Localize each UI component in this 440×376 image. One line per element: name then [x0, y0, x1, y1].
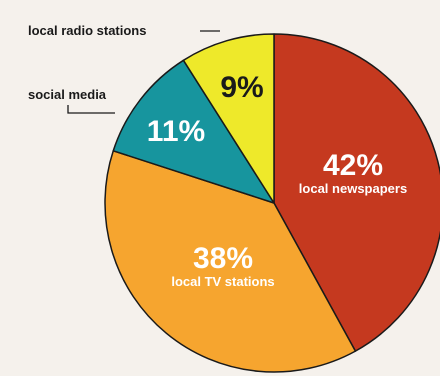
callout-line-social-media: [67, 105, 115, 114]
category-label-local-tv-stations: local TV stations: [171, 274, 274, 289]
slice-local-newspapers: [273, 33, 440, 352]
slice-social-media: [112, 59, 275, 204]
callout-label-social-media: social media: [28, 87, 107, 102]
slice-local-radio-stations: [182, 33, 275, 204]
pct-label-local-newspapers: 42%: [323, 149, 383, 182]
pie-slices: [104, 33, 440, 373]
pct-label-social-media: 11%: [147, 115, 205, 148]
pct-label-local-tv-stations: 38%: [193, 242, 253, 275]
category-label-local-newspapers: local newspapers: [299, 181, 407, 196]
slice-local-tv-stations: [104, 150, 357, 373]
pct-label-local-radio-stations: 9%: [220, 71, 263, 104]
pie-labels: 42%local newspapers 38%local TV stations 1…: [28, 23, 407, 289]
callout-label-local-radio-stations: local radio stations: [28, 23, 146, 38]
